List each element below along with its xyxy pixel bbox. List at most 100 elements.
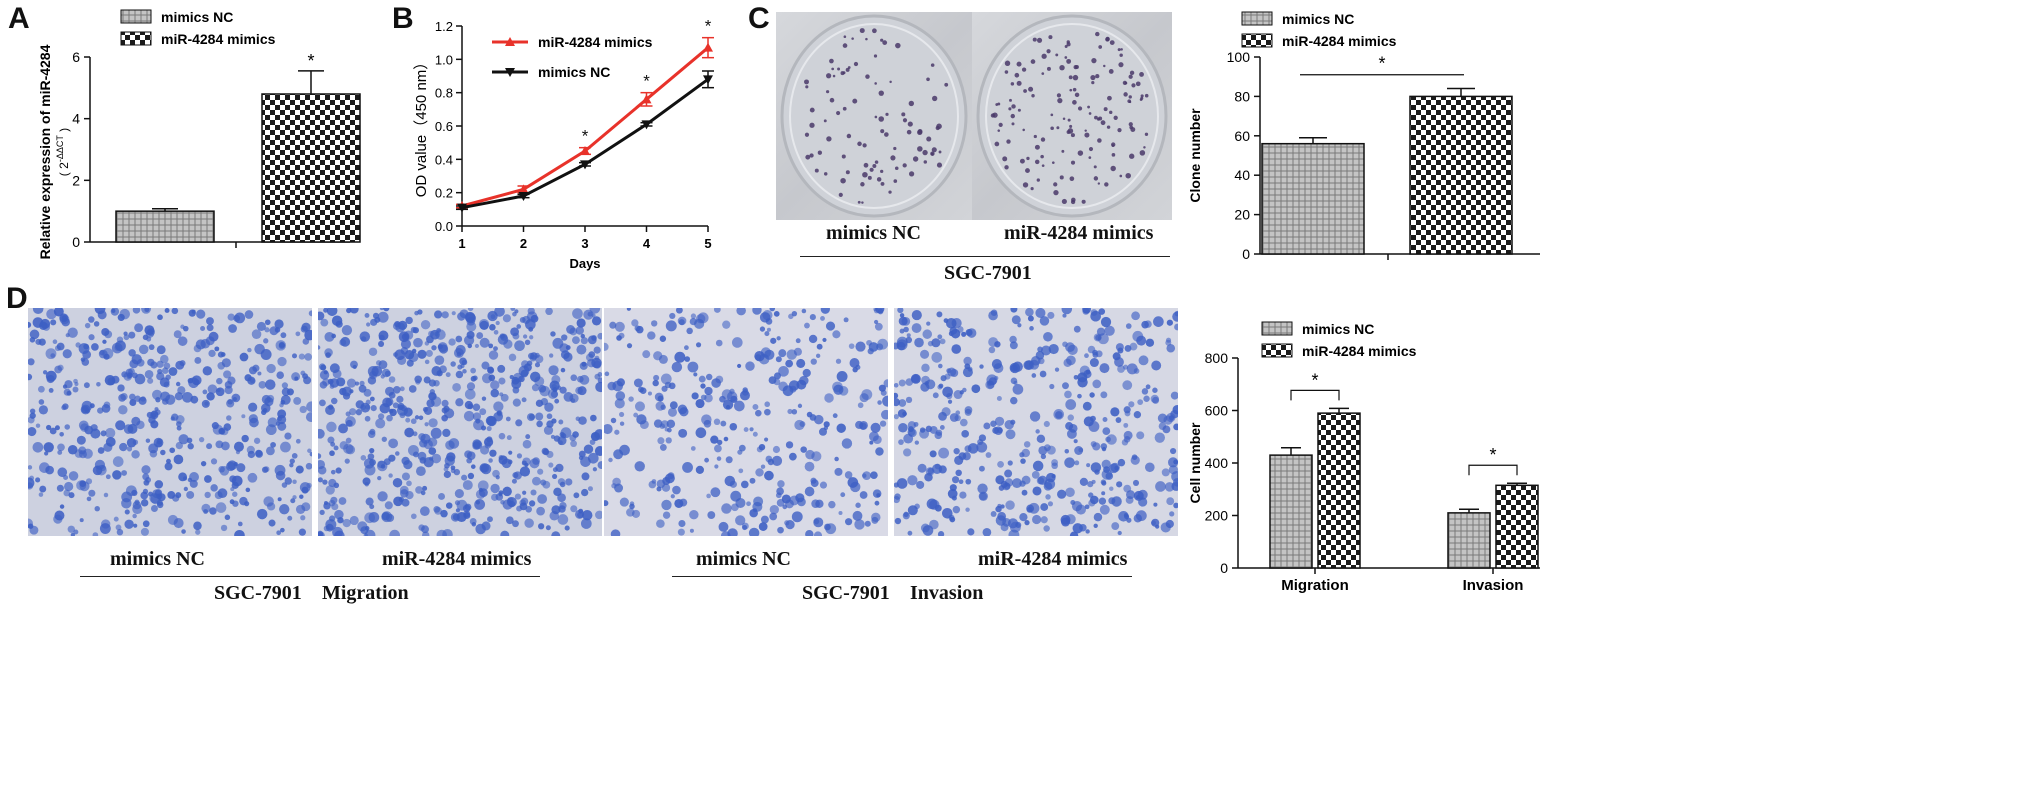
stained-cell — [505, 516, 514, 525]
stained-cell — [698, 375, 706, 383]
stained-cell — [157, 314, 163, 321]
stained-cell — [445, 440, 455, 450]
stained-cell — [587, 486, 593, 492]
stained-cell — [359, 380, 365, 387]
stained-cell — [1000, 504, 1005, 509]
stained-cell — [1011, 315, 1021, 325]
stained-cell — [1137, 399, 1144, 406]
stained-cell — [333, 445, 339, 451]
stained-cell — [206, 392, 215, 401]
stained-cell — [932, 392, 939, 399]
stained-cell — [309, 452, 312, 457]
colony-dot — [1032, 37, 1037, 42]
stained-cell — [466, 451, 476, 460]
a-ylabel: Relative expression of miR-4284 — [37, 44, 53, 259]
colony-dot — [893, 146, 897, 151]
colony-dot — [1023, 89, 1027, 93]
stained-cell — [982, 527, 992, 536]
stained-cell — [577, 386, 587, 396]
stained-cell — [538, 384, 547, 393]
stained-cell — [1021, 489, 1028, 496]
b-point-1-2 — [580, 160, 590, 170]
stained-cell — [46, 424, 52, 431]
stained-cell — [412, 327, 419, 334]
stained-cell — [388, 473, 393, 478]
stained-cell — [377, 460, 385, 469]
colony-dot — [930, 63, 935, 67]
a-legend-label-0: mimics NC — [161, 9, 233, 25]
colony-dot — [840, 177, 846, 184]
stained-cell — [284, 432, 292, 440]
stained-cell — [216, 377, 223, 385]
stained-cell — [406, 359, 414, 367]
stained-cell — [911, 374, 920, 383]
stained-cell — [276, 414, 287, 425]
stained-cell — [1054, 367, 1060, 372]
stained-cell — [152, 389, 163, 400]
stained-cell — [778, 349, 787, 358]
colony-dot — [1031, 94, 1035, 98]
stained-cell — [626, 343, 633, 349]
stained-cell — [237, 521, 243, 527]
colony-dot — [931, 147, 937, 153]
stained-cell — [951, 344, 962, 354]
stained-cell — [1145, 338, 1155, 347]
colony-dot — [1050, 113, 1054, 117]
stained-cell — [291, 353, 298, 359]
stained-cell — [1100, 316, 1112, 328]
stained-cell — [166, 458, 171, 464]
stained-cell — [894, 398, 901, 407]
stained-cell — [490, 380, 500, 390]
stained-cell — [256, 508, 268, 520]
stained-cell — [261, 466, 269, 473]
colony-dot — [944, 82, 949, 87]
colony-dot — [1104, 182, 1109, 187]
stained-cell — [859, 393, 869, 403]
colony-dot — [1128, 95, 1132, 99]
stained-cell — [852, 367, 858, 373]
stained-cell — [769, 308, 776, 312]
stained-cell — [191, 309, 196, 314]
stained-cell — [335, 467, 342, 474]
stained-cell — [855, 341, 866, 352]
stained-cell — [300, 515, 306, 521]
stained-cell — [142, 520, 150, 528]
stained-cell — [1092, 349, 1098, 356]
stained-cell — [1025, 308, 1034, 317]
colony-dot — [874, 160, 879, 164]
rule-c — [800, 256, 1170, 257]
stained-cell — [265, 379, 276, 390]
stained-cell — [54, 345, 61, 352]
stained-cell — [429, 389, 436, 395]
stained-cell — [1172, 478, 1178, 487]
stained-cell — [706, 493, 711, 499]
stained-cell — [664, 427, 669, 432]
stained-cell — [995, 505, 1002, 513]
stained-cell — [570, 505, 578, 513]
stained-cell — [1002, 518, 1011, 527]
stained-cell — [392, 477, 403, 488]
stained-cell — [265, 424, 277, 436]
colony-dot — [1120, 48, 1123, 51]
stained-cell — [214, 346, 220, 352]
stained-cell — [1115, 343, 1124, 352]
stained-cell — [835, 358, 842, 364]
stained-cell — [700, 383, 706, 389]
stained-cell — [1154, 432, 1165, 443]
stained-cell — [1019, 513, 1028, 522]
stained-cell — [736, 308, 746, 316]
stained-cell — [424, 341, 430, 346]
stained-cell — [589, 439, 596, 446]
stained-cell — [1133, 514, 1142, 523]
colony-dot — [1088, 146, 1094, 152]
colony-dot — [1109, 110, 1113, 115]
stained-cell — [1166, 412, 1176, 423]
stained-cell — [420, 319, 431, 330]
stained-cell — [951, 495, 957, 501]
stained-cell — [124, 519, 134, 529]
stained-cell — [440, 509, 448, 518]
stained-cell — [572, 308, 583, 319]
stained-cell — [28, 523, 34, 529]
stained-cell — [399, 386, 405, 392]
colony-dot — [998, 122, 1003, 127]
